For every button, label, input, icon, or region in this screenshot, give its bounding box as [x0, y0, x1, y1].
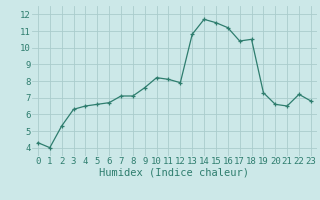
X-axis label: Humidex (Indice chaleur): Humidex (Indice chaleur) — [100, 168, 249, 178]
